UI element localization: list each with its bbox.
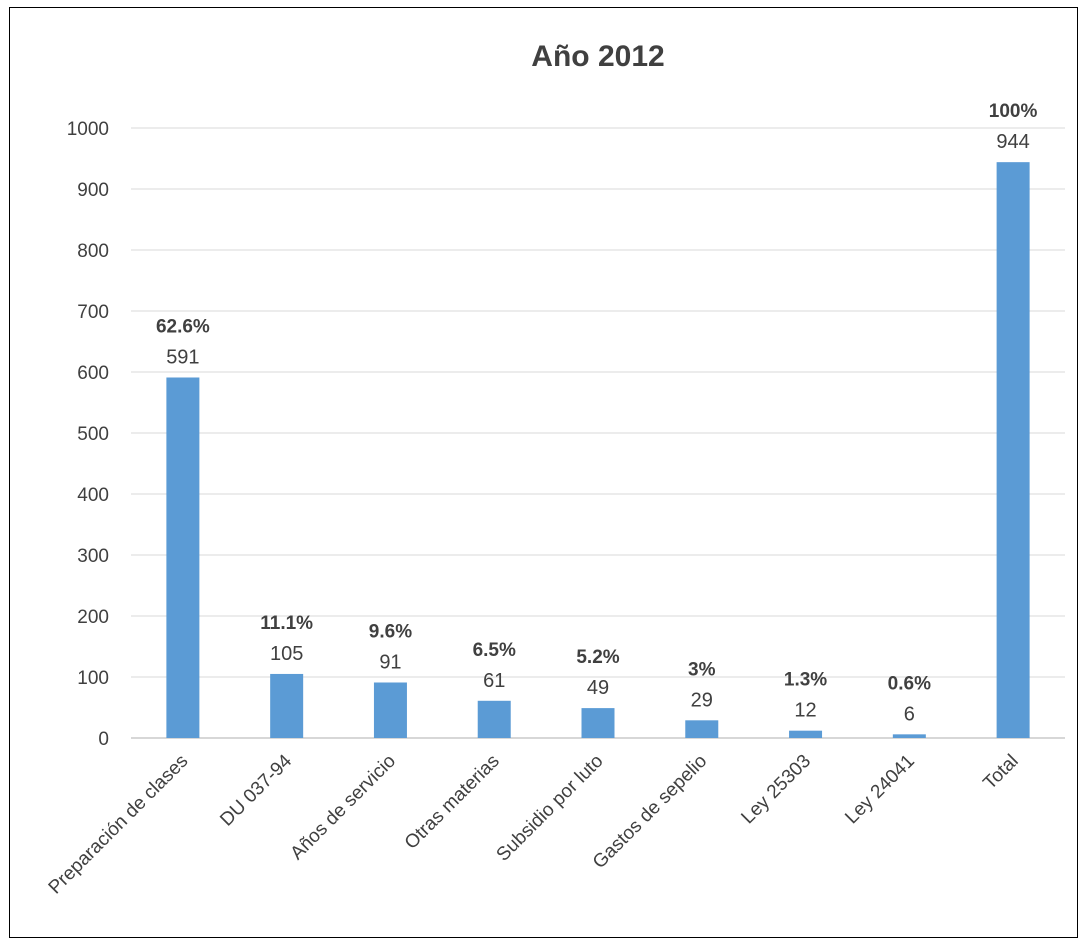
y-tick-label: 600 — [77, 363, 109, 384]
value-label: 6 — [904, 703, 915, 725]
percent-label: 11.1% — [260, 613, 313, 634]
y-tick-label: 0 — [98, 729, 109, 750]
x-tick-label: Total — [979, 751, 1022, 794]
y-tick-label: 900 — [77, 180, 109, 201]
value-label: 29 — [691, 689, 713, 711]
value-label: 944 — [996, 131, 1029, 153]
x-tick-label: Ley 25303 — [737, 751, 815, 829]
x-tick-label: Gastos de sepelio — [589, 751, 711, 873]
value-label: 49 — [587, 677, 609, 699]
bars — [166, 162, 1030, 738]
bar — [166, 377, 200, 738]
data-labels: 591 62.6% 105 11.1% 91 9.6% 61 6.5% 49 5.2% 29 3% 12… — [156, 101, 1038, 725]
percent-label: 100% — [989, 101, 1038, 122]
chart-frame: Año 2012 0 100 200 300 400 500 600 700 800 900 100… — [9, 7, 1078, 938]
x-tick-label: Preparación de clases — [45, 751, 193, 899]
value-label: 61 — [483, 670, 505, 692]
value-label: 12 — [794, 700, 816, 722]
y-tick-label: 500 — [77, 424, 109, 445]
y-tick-label: 300 — [77, 546, 109, 567]
percent-label: 5.2% — [576, 647, 619, 668]
bar — [581, 708, 615, 738]
percent-label: 1.3% — [784, 670, 827, 691]
bar — [270, 673, 304, 738]
value-label: 105 — [270, 643, 303, 665]
percent-label: 9.6% — [369, 621, 412, 642]
y-tick-label: 100 — [77, 668, 109, 689]
y-tick-label: 700 — [77, 302, 109, 323]
bar — [892, 734, 926, 738]
bar-chart: Año 2012 0 100 200 300 400 500 600 700 800 900 100… — [45, 40, 1065, 898]
bar — [685, 720, 719, 738]
value-label: 591 — [166, 346, 199, 368]
percent-label: 3% — [688, 659, 716, 680]
x-tick-label: Ley 24041 — [841, 751, 919, 829]
bar — [373, 682, 407, 738]
y-tick-label: 400 — [77, 485, 109, 506]
value-label: 91 — [379, 651, 401, 673]
y-tick-label: 1000 — [67, 119, 109, 140]
bar — [789, 730, 823, 738]
x-tick-label: Subsidio por luto — [493, 751, 608, 866]
percent-label: 62.6% — [156, 316, 210, 337]
x-tick-label: DU 037-94 — [216, 750, 296, 830]
bar — [996, 162, 1030, 738]
bar — [477, 700, 511, 738]
x-tick-label: Años de servicio — [287, 751, 400, 864]
chart-title: Año 2012 — [531, 40, 664, 73]
percent-label: 0.6% — [888, 673, 931, 694]
x-tick-label: Otras materias — [401, 751, 504, 854]
y-tick-label: 200 — [77, 607, 109, 628]
percent-label: 6.5% — [473, 640, 516, 661]
y-axis-ticks: 0 100 200 300 400 500 600 700 800 900 1000 — [67, 119, 109, 750]
y-tick-label: 800 — [77, 241, 109, 262]
